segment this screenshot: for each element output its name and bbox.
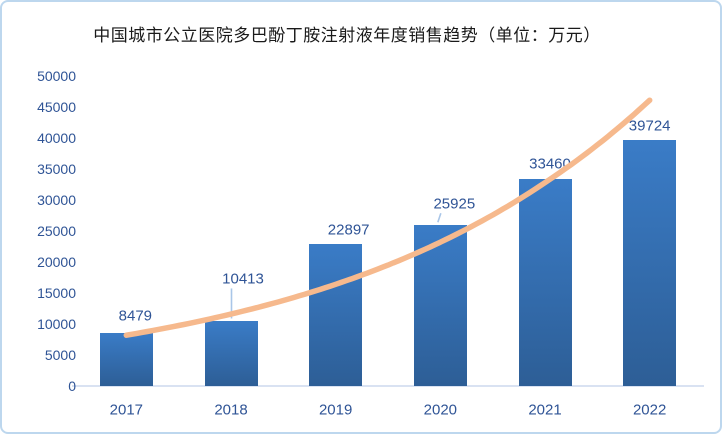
x-axis-line [72,385,704,387]
x-axis-label-2021: 2021 [528,401,562,419]
x-axis-label-2020: 2020 [423,401,458,419]
bar-2021 [518,178,572,386]
y-axis-tick-label: 50000 [37,68,76,84]
bar-2018 [204,321,258,386]
bar-2017 [99,333,153,386]
x-axis-label-2017: 2017 [109,401,144,419]
bar-2019 [309,244,363,386]
bar-2020 [413,225,467,386]
data-label-2017: 8479 [118,307,153,325]
data-label-2019: 22897 [327,221,370,239]
data-label-2020: 25925 [433,195,476,213]
chart-title: 中国城市公立医院多巴酚丁胺注射液年度销售趋势（单位：万元） [93,26,601,45]
bar-2022 [623,139,677,386]
y-axis-tick-label: 25000 [37,223,76,239]
y-axis-tick-label: 45000 [37,99,76,115]
data-label-2018: 10413 [222,270,264,288]
y-axis-tick-label: 5000 [44,347,76,363]
y-axis-tick-label: 15000 [37,285,76,301]
x-axis-label-2019: 2019 [318,401,353,419]
y-axis-tick-label: 10000 [37,316,76,332]
y-axis-tick-label: 40000 [37,130,76,146]
x-axis-label-2018: 2018 [214,401,248,419]
y-axis-tick-label: 20000 [37,254,76,270]
y-axis-tick-label: 0 [68,378,76,394]
data-label-2021: 33460 [529,155,571,173]
data-label-2022: 39724 [628,117,671,135]
data-label-leader-line-2020 [437,213,442,223]
y-axis-tick-label: 30000 [37,192,76,208]
y-axis-tick-label: 35000 [37,161,76,177]
x-axis-label-2022: 2022 [632,401,667,419]
